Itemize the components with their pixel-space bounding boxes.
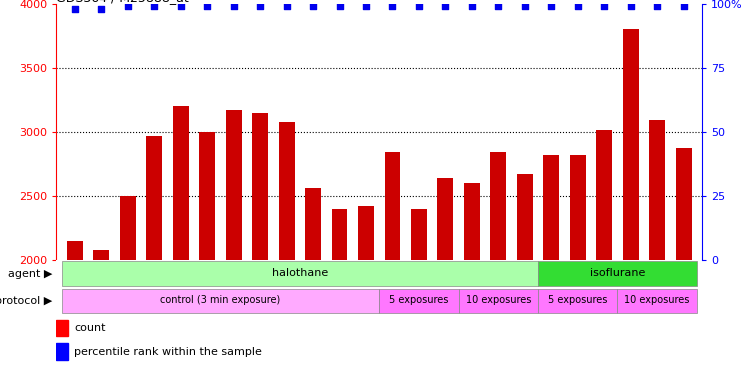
Point bbox=[651, 3, 663, 9]
Bar bbox=[411, 209, 427, 366]
Bar bbox=[305, 188, 321, 366]
Point bbox=[439, 3, 451, 9]
Bar bbox=[332, 209, 348, 366]
Text: percentile rank within the sample: percentile rank within the sample bbox=[74, 347, 262, 357]
Text: count: count bbox=[74, 323, 106, 333]
Bar bbox=[120, 196, 136, 366]
Bar bbox=[538, 261, 697, 286]
Bar bbox=[490, 152, 506, 366]
Point bbox=[625, 3, 637, 9]
Point bbox=[122, 3, 134, 9]
Bar bbox=[279, 122, 294, 366]
Point bbox=[545, 3, 557, 9]
Bar bbox=[544, 155, 559, 366]
Point bbox=[466, 3, 478, 9]
Bar bbox=[56, 320, 68, 336]
Bar bbox=[617, 289, 697, 313]
Bar bbox=[358, 206, 374, 366]
Bar bbox=[570, 155, 586, 366]
Bar bbox=[146, 136, 162, 366]
Point bbox=[493, 3, 505, 9]
Point bbox=[333, 3, 345, 9]
Text: isoflurane: isoflurane bbox=[590, 268, 645, 278]
Point bbox=[599, 3, 611, 9]
Bar bbox=[199, 132, 215, 366]
Bar bbox=[459, 289, 538, 313]
Bar bbox=[464, 183, 480, 366]
Point bbox=[387, 3, 399, 9]
Point bbox=[519, 3, 531, 9]
Point bbox=[95, 6, 107, 12]
Bar bbox=[62, 289, 379, 313]
Bar bbox=[379, 289, 459, 313]
Bar bbox=[676, 149, 692, 366]
Bar bbox=[252, 113, 268, 366]
Point bbox=[201, 3, 213, 9]
Text: 5 exposures: 5 exposures bbox=[389, 295, 448, 306]
Bar bbox=[438, 178, 454, 366]
Text: control (3 min exposure): control (3 min exposure) bbox=[160, 295, 281, 306]
Bar bbox=[93, 250, 109, 366]
Text: protocol ▶: protocol ▶ bbox=[0, 296, 53, 306]
Point bbox=[307, 3, 319, 9]
Bar bbox=[596, 131, 612, 366]
Point bbox=[254, 3, 266, 9]
Point bbox=[281, 3, 293, 9]
Point bbox=[148, 3, 160, 9]
Text: agent ▶: agent ▶ bbox=[8, 269, 53, 279]
Text: halothane: halothane bbox=[272, 268, 328, 278]
Bar bbox=[623, 29, 638, 366]
Text: 5 exposures: 5 exposures bbox=[548, 295, 608, 306]
Point bbox=[572, 3, 584, 9]
Bar bbox=[517, 174, 532, 366]
Point bbox=[175, 3, 187, 9]
Bar bbox=[62, 261, 538, 286]
Bar bbox=[226, 110, 242, 366]
Bar bbox=[538, 289, 617, 313]
Bar bbox=[173, 106, 189, 366]
Bar bbox=[67, 241, 83, 366]
Point bbox=[360, 3, 372, 9]
Point bbox=[228, 3, 240, 9]
Point bbox=[677, 3, 689, 9]
Bar bbox=[650, 120, 665, 366]
Bar bbox=[385, 152, 400, 366]
Text: 10 exposures: 10 exposures bbox=[625, 295, 690, 306]
Text: 10 exposures: 10 exposures bbox=[466, 295, 531, 306]
Point bbox=[413, 3, 425, 9]
Point bbox=[69, 6, 81, 12]
Bar bbox=[56, 343, 68, 360]
Text: GDS364 / M25888_at: GDS364 / M25888_at bbox=[56, 0, 189, 4]
